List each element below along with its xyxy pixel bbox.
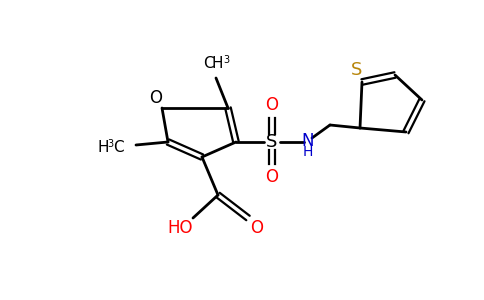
Text: C: C (203, 56, 213, 70)
Text: O: O (266, 96, 278, 114)
Text: H: H (211, 56, 223, 70)
Text: O: O (266, 168, 278, 186)
Text: 3: 3 (107, 139, 113, 149)
Text: O: O (150, 89, 163, 107)
Text: 3: 3 (223, 55, 229, 65)
Text: HO: HO (167, 219, 193, 237)
Text: S: S (351, 61, 363, 79)
Text: S: S (266, 133, 278, 151)
Text: H: H (303, 145, 313, 159)
Text: C: C (113, 140, 123, 154)
Text: O: O (251, 219, 263, 237)
Text: N: N (302, 132, 314, 150)
Text: H: H (97, 140, 109, 154)
